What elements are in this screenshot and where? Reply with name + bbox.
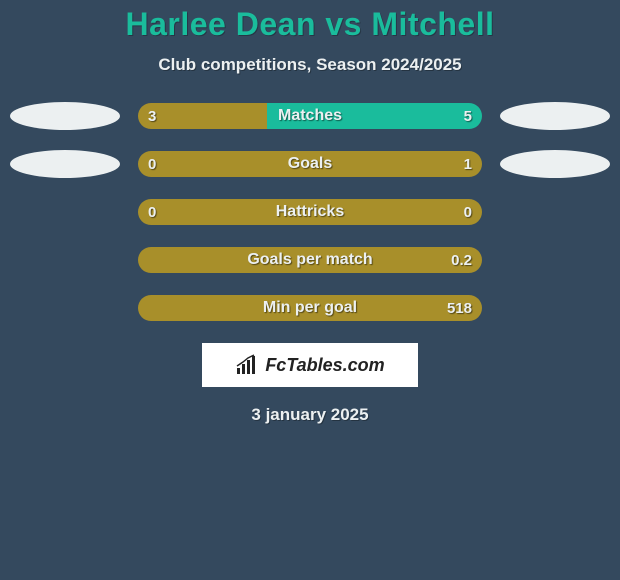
bar-right-fill: [138, 151, 482, 177]
date-label: 3 january 2025: [0, 405, 620, 425]
brand-text: FcTables.com: [265, 355, 384, 376]
stat-row: 518Min per goal: [0, 295, 620, 321]
stat-row: 00Hattricks: [0, 199, 620, 225]
stat-rows: 35Matches 01Goals 00Hattricks 0.2Goals per …: [0, 103, 620, 321]
player-left-oval: [10, 102, 120, 130]
bar-right-fill: [138, 295, 482, 321]
player-right-oval: [500, 102, 610, 130]
page-title: Harlee Dean vs Mitchell: [0, 6, 620, 43]
stat-bar: 0.2Goals per match: [138, 247, 482, 273]
stat-bar: 518Min per goal: [138, 295, 482, 321]
chart-icon: [235, 354, 261, 376]
stat-bar: 01Goals: [138, 151, 482, 177]
bar-right-fill: [267, 103, 482, 129]
comparison-card: Harlee Dean vs Mitchell Club competition…: [0, 0, 620, 425]
bar-left-fill: [138, 199, 482, 225]
stat-row: 01Goals: [0, 151, 620, 177]
player-right-oval: [500, 150, 610, 178]
stat-row: 35Matches: [0, 103, 620, 129]
brand-box: FcTables.com: [202, 343, 418, 387]
player-left-oval: [10, 150, 120, 178]
subtitle: Club competitions, Season 2024/2025: [0, 55, 620, 75]
stat-bar: 35Matches: [138, 103, 482, 129]
stat-bar: 00Hattricks: [138, 199, 482, 225]
bar-left-fill: [138, 103, 267, 129]
stat-row: 0.2Goals per match: [0, 247, 620, 273]
bar-right-fill: [138, 247, 482, 273]
